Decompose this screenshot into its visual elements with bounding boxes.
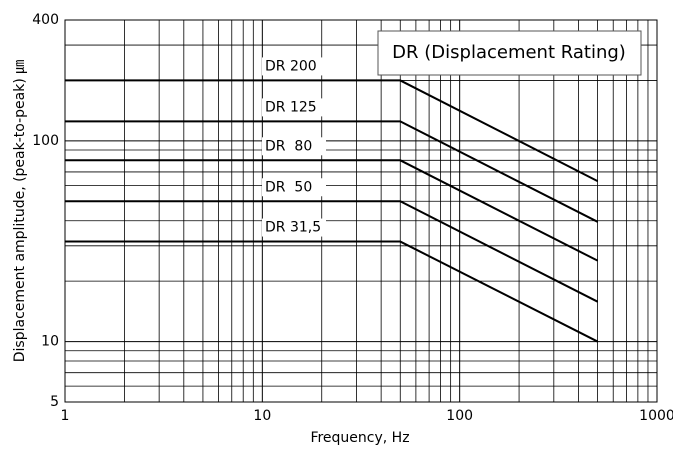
y-tick-label: 400	[32, 12, 59, 28]
series-line	[65, 240, 599, 343]
series-label: DR 80	[265, 138, 312, 154]
annotation-box	[377, 30, 642, 76]
y-tick-label: 10	[41, 334, 59, 350]
series-label-bg	[262, 137, 326, 156]
series-line	[65, 79, 599, 183]
x-tick-label: 1	[61, 408, 70, 424]
series-label: DR 125	[265, 99, 317, 115]
series-label-bg	[262, 98, 326, 117]
series-label: DR 200	[265, 58, 317, 74]
series-line	[65, 120, 599, 223]
x-tick-label: 1000	[639, 408, 673, 424]
annotation: DR (Displacement Rating)	[392, 42, 626, 63]
x-tick-label: 100	[446, 408, 473, 424]
series-label-bg	[262, 178, 326, 197]
series-label: DR 50	[265, 179, 312, 195]
y-tick-label: 100	[32, 133, 59, 149]
series-line	[65, 159, 599, 262]
series-label: DR 31,5	[265, 220, 321, 236]
x-tick-label: 10	[253, 408, 271, 424]
series-label-bg	[262, 57, 326, 76]
series-line	[65, 200, 599, 303]
x-axis-label: Frequency, Hz	[310, 430, 409, 446]
y-axis-label: Displacement amplitude, (peak-to-peak) ㎛	[12, 60, 28, 363]
plot-frame	[64, 19, 658, 403]
series-label-bg	[262, 218, 326, 237]
y-tick-label: 5	[50, 394, 59, 410]
